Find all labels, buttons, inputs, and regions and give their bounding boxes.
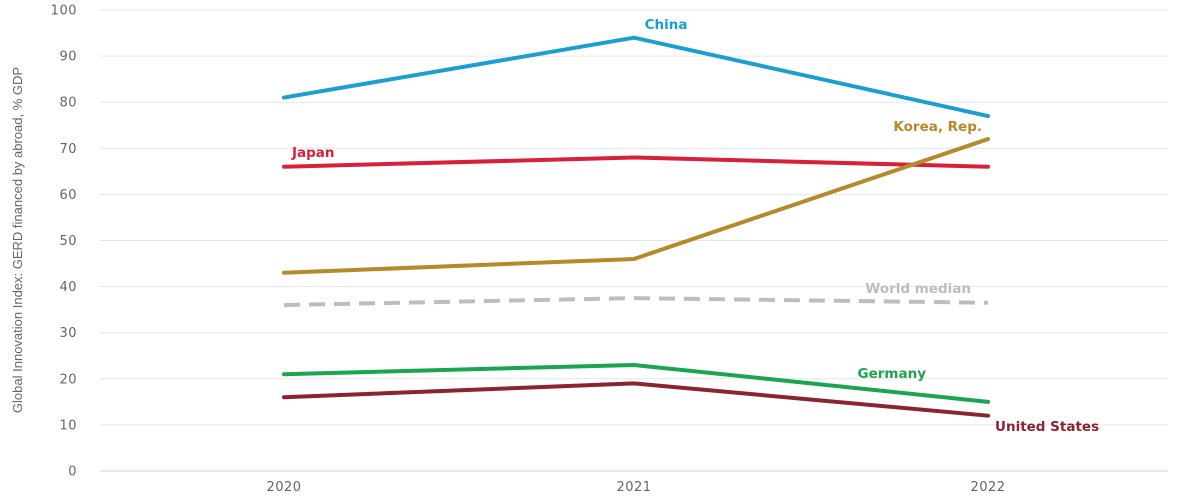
- series-lines: [282, 35, 990, 418]
- series-label: United States: [995, 419, 1099, 435]
- y-tick-label: 30: [59, 326, 77, 341]
- x-tick-label: 2022: [970, 480, 1005, 495]
- x-tick-label: 2021: [616, 480, 651, 495]
- gridlines: [100, 9, 1168, 472]
- y-tick-label: 50: [59, 234, 77, 249]
- y-tick-label: 90: [59, 50, 77, 65]
- series-line-germany: [282, 362, 990, 404]
- series-label: China: [645, 17, 688, 33]
- y-tick-label: 40: [59, 280, 77, 295]
- y-tick-label: 60: [59, 188, 77, 203]
- series-line-china: [282, 35, 990, 119]
- y-tick-label: 80: [59, 96, 77, 111]
- series-label: World median: [865, 281, 971, 297]
- x-tick-label: 2020: [266, 480, 301, 495]
- y-axis-label: Global Innovation Index: GERD financed b…: [10, 67, 25, 413]
- series-label: Korea, Rep.: [893, 119, 982, 135]
- y-tick-label: 20: [59, 372, 77, 387]
- series-line-japan: [282, 155, 990, 169]
- y-axis-ticks: 0 10 20 30 40 50 60 70 80 90 100: [51, 4, 77, 480]
- series-labels: China Japan Korea, Rep. World median Germany…: [291, 17, 1099, 435]
- series-line-world-median: [283, 296, 989, 308]
- series-line-united-states: [282, 381, 990, 418]
- y-tick-label: 10: [59, 418, 77, 433]
- series-label: Japan: [291, 145, 335, 161]
- series-line-korea-rep: [282, 137, 990, 275]
- series-label: Germany: [858, 366, 927, 382]
- y-tick-label: 70: [59, 142, 77, 157]
- x-axis-ticks: 2020 2021 2022: [266, 480, 1005, 495]
- y-tick-label: 0: [68, 465, 77, 480]
- y-tick-label: 100: [51, 4, 77, 19]
